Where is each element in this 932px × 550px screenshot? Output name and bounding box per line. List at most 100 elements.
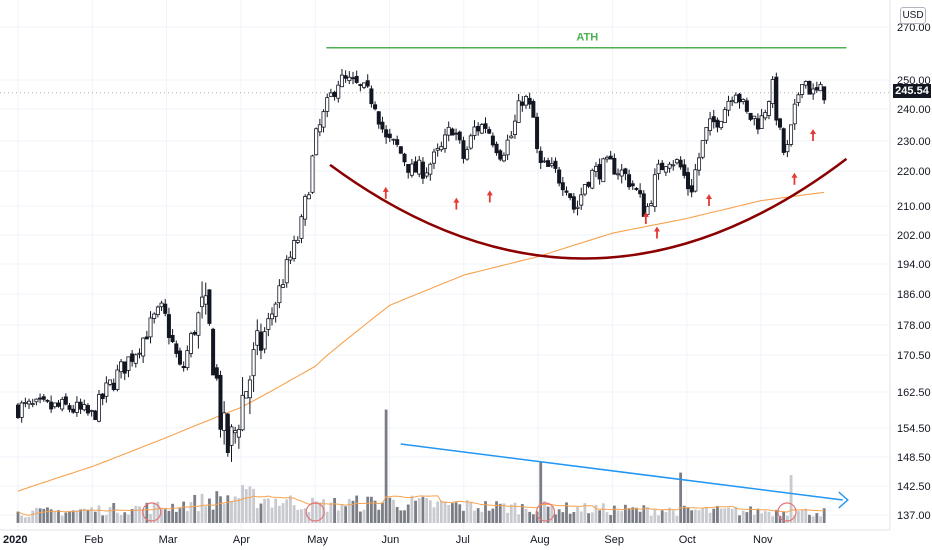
- volume-bar: [811, 516, 815, 523]
- volume-bar: [745, 512, 749, 523]
- volume-bar: [208, 498, 211, 523]
- candle-body: [277, 285, 282, 304]
- volume-bar: [535, 511, 539, 523]
- price-tick-label: 202.00: [897, 230, 931, 242]
- volume-bar: [819, 516, 822, 523]
- candle-body: [612, 157, 617, 175]
- candle-body: [733, 94, 738, 104]
- volume-bars: [16, 409, 826, 523]
- volume-bar: [97, 505, 101, 523]
- volume-bar: [49, 509, 53, 523]
- candle-body: [763, 112, 768, 119]
- candle-body: [387, 133, 392, 139]
- currency-badge[interactable]: USD: [900, 7, 926, 24]
- volume-bar: [182, 501, 186, 523]
- volume-bar: [75, 510, 79, 523]
- candle-body: [498, 150, 503, 160]
- volume-bar: [473, 510, 476, 523]
- volume-bar: [439, 500, 443, 523]
- candle-body: [509, 135, 514, 139]
- candle-body: [306, 194, 311, 200]
- candle-body: [549, 163, 554, 167]
- volume-bar: [211, 509, 215, 523]
- candle-body: [770, 79, 775, 104]
- candle-body: [759, 115, 764, 129]
- volume-bar: [318, 502, 322, 523]
- volume-bar: [31, 510, 35, 523]
- candle-body: [82, 404, 87, 411]
- candle-body: [741, 99, 746, 102]
- volume-bar: [646, 507, 649, 523]
- candle-body: [755, 118, 760, 130]
- candle-body: [23, 402, 28, 404]
- candle-body: [479, 124, 484, 134]
- candle-body: [424, 172, 429, 177]
- candle-body: [233, 430, 238, 434]
- candle-body: [792, 103, 797, 125]
- volume-bar: [657, 515, 660, 523]
- candle-body: [689, 185, 694, 193]
- volume-bar: [635, 507, 638, 523]
- volume-bar: [403, 510, 406, 523]
- volume-bar: [653, 509, 657, 523]
- volume-bar: [476, 508, 480, 523]
- volume-bar: [506, 512, 510, 523]
- volume-bar: [605, 512, 609, 523]
- volume-bar: [469, 502, 473, 523]
- volume-bar: [336, 510, 340, 523]
- volume-bar: [200, 493, 204, 523]
- volume-bar: [517, 514, 521, 523]
- candle-body: [766, 101, 771, 116]
- volume-bar: [233, 496, 237, 523]
- candle-body: [796, 94, 801, 103]
- volume-bar: [266, 498, 270, 523]
- volume-bar: [520, 504, 524, 523]
- volume-bar: [410, 495, 414, 523]
- candle-body: [608, 155, 613, 160]
- candle-body: [579, 194, 584, 206]
- volume-bar: [392, 499, 395, 523]
- candle-body: [89, 410, 94, 412]
- volume-bar: [543, 501, 546, 523]
- volume-bar: [491, 508, 495, 523]
- candle-body: [225, 413, 230, 453]
- support-arrowhead: [453, 197, 460, 203]
- candle-body: [314, 128, 319, 156]
- volume-bar: [719, 508, 723, 523]
- candle-body: [38, 397, 43, 400]
- candle-body: [111, 382, 116, 390]
- volume-bar: [289, 495, 292, 523]
- volume-bar: [727, 507, 730, 523]
- candle-body: [682, 164, 687, 176]
- support-arrowhead: [705, 194, 712, 199]
- time-tick-label: Mar: [159, 534, 178, 546]
- moving-average: [17, 191, 825, 492]
- candle-body: [557, 169, 562, 184]
- volume-bar: [576, 506, 579, 523]
- volume-bar: [487, 510, 491, 523]
- volume-bar: [156, 501, 160, 523]
- candle-body: [593, 165, 598, 172]
- candle-body: [582, 184, 587, 195]
- volume-bar: [193, 494, 197, 523]
- candle-body: [229, 426, 234, 446]
- candle-body: [822, 86, 827, 101]
- candle-body: [155, 306, 160, 316]
- volume-bar: [631, 507, 635, 523]
- candle-body: [737, 93, 742, 103]
- volume-bar: [134, 505, 138, 523]
- volume-bar: [395, 506, 399, 523]
- candle-body: [693, 169, 698, 192]
- volume-bar: [465, 500, 469, 523]
- candle-body: [505, 139, 510, 156]
- volume-bar: [384, 409, 388, 523]
- volume-bar: [340, 504, 344, 523]
- volume-bar: [587, 513, 590, 523]
- cup-pattern-arc: [329, 157, 848, 260]
- candle-body: [310, 155, 315, 193]
- candle-body: [332, 91, 337, 97]
- candle-body: [60, 399, 65, 410]
- volume-bar: [763, 511, 767, 523]
- candle-body: [678, 159, 683, 168]
